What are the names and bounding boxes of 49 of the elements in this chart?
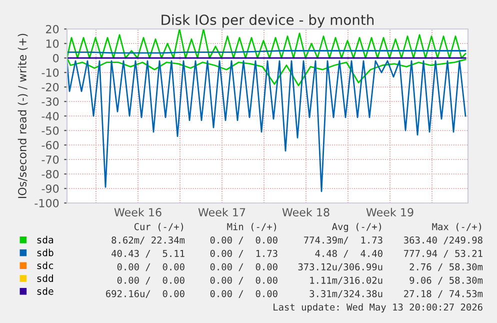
- text: 8.62m/ 22.34m: [112, 236, 185, 244]
- text: 1.11m/316.02u: [310, 276, 382, 285]
- text: 692.16u/ 0.00: [106, 290, 184, 298]
- legend-label: sdd: [37, 274, 53, 282]
- y-tick-label: -10: [42, 68, 59, 77]
- y-tick-label: -50: [42, 126, 59, 135]
- legend-label: sdc: [37, 262, 54, 270]
- x-tick-label: Week 17: [198, 208, 246, 216]
- legend-label: sdb: [37, 248, 54, 256]
- y-tick-label: -100: [34, 198, 59, 208]
- text: Max (-/+): [432, 222, 482, 232]
- y-tick-label: 0: [53, 54, 59, 62]
- y-tick-label: 20: [46, 24, 59, 34]
- text: 3.31m/324.38u: [310, 290, 382, 298]
- text: 774.39m/ 1.73: [304, 236, 382, 244]
- y-tick-label: -20: [42, 82, 59, 92]
- x-tick-label: Week 19: [366, 208, 414, 216]
- text: 4.48 / 4.40: [315, 250, 382, 258]
- y-tick-label: -40: [42, 112, 59, 120]
- text: 0.00 / 0.00: [210, 290, 278, 298]
- x-tick-label: Week 16: [114, 208, 162, 216]
- y-tick-label: -70: [42, 155, 59, 164]
- legend-label: sda: [37, 236, 54, 244]
- y-tick-label: -60: [42, 140, 59, 150]
- text: 0.00 / 0.00: [117, 263, 184, 272]
- text: 9.06 / 58.30m: [410, 276, 483, 285]
- text: Min (-/+): [227, 222, 276, 232]
- text: Last update: Wed May 13 20:00:27 2026: [274, 303, 482, 312]
- chart-title: Disk IOs per device - by month: [162, 14, 374, 28]
- x-tick-label: Week 18: [282, 208, 330, 216]
- y-tick-label: -90: [42, 184, 59, 193]
- text: 0.00 / 0.00: [117, 276, 184, 285]
- text: 777.94 / 53.21: [404, 250, 482, 258]
- text: 0.00 / 0.00: [210, 263, 278, 272]
- legend-label: sde: [37, 287, 54, 295]
- text: Cur (-/+): [134, 222, 184, 232]
- text: Avg (-/+): [332, 222, 382, 232]
- text: 0.00 / 0.00: [210, 276, 278, 285]
- y-tick-label: -80: [42, 170, 59, 178]
- text: 363.40 /249.98: [404, 236, 482, 244]
- text: 0.00 / 1.73: [210, 250, 278, 258]
- text: 27.18 / 74.53m: [404, 290, 483, 298]
- y-tick-label: -30: [42, 97, 59, 106]
- y-axis-title: IOs/second read (-) / write (+): [18, 34, 28, 198]
- text: 0.00 / 0.00: [210, 236, 278, 244]
- y-tick-label: 10: [46, 39, 59, 48]
- text: 2.76 / 58.30m: [410, 263, 483, 272]
- text: 373.12u/306.99u: [298, 263, 382, 272]
- text: 40.43 / 5.11: [112, 250, 184, 258]
